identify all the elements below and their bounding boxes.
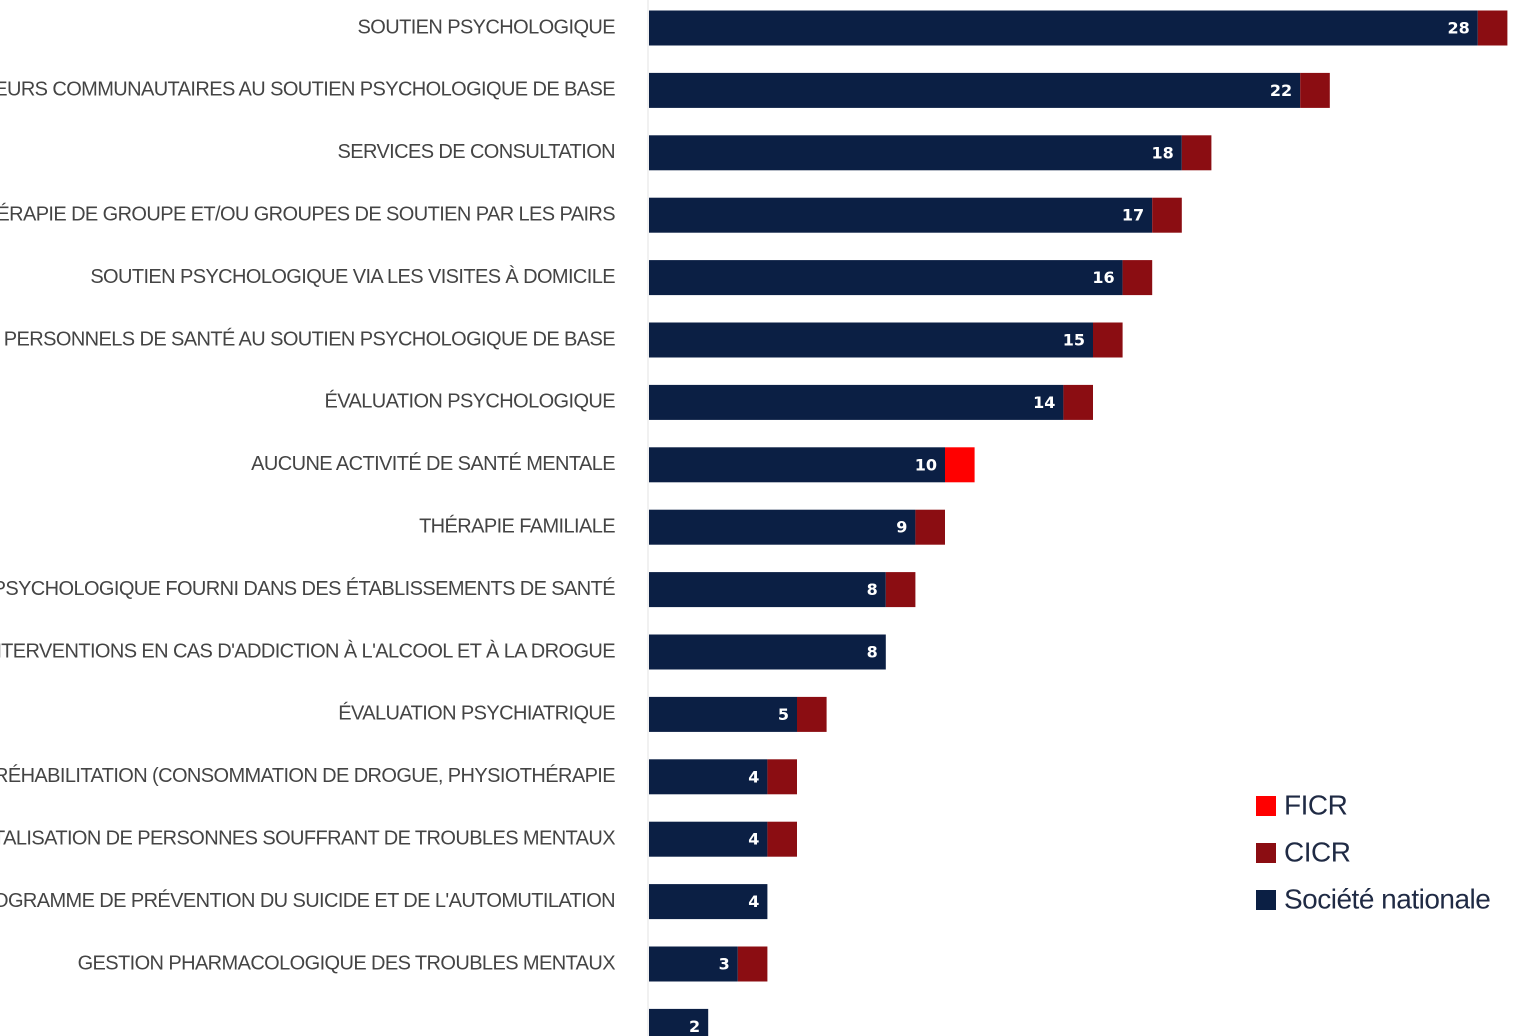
value-label: 5 bbox=[778, 705, 789, 724]
value-label: 4 bbox=[748, 767, 759, 786]
bar-segment bbox=[797, 696, 827, 732]
value-label: 14 bbox=[1033, 393, 1055, 412]
category-label: ÉVALUATION PSYCHOLOGIQUE bbox=[325, 390, 616, 413]
bar-segment bbox=[649, 634, 886, 670]
value-label: 16 bbox=[1092, 268, 1114, 287]
bar-segment bbox=[649, 197, 1153, 233]
category-label: THÉRAPIE FAMILIALE bbox=[419, 514, 615, 537]
category-label: AUCUNE ACTIVITÉ DE SANTÉ MENTALE bbox=[251, 452, 615, 475]
category-label: THÉRAPIE DE GROUPE ET/OU GROUPES DE SOUT… bbox=[0, 202, 615, 225]
value-label: 17 bbox=[1122, 206, 1144, 225]
bar-segment bbox=[649, 572, 886, 608]
bar-segment bbox=[649, 72, 1301, 108]
value-label: 28 bbox=[1448, 19, 1470, 38]
category-label: SERVICES DE CONSULTATION bbox=[337, 141, 615, 163]
category-label: SOUTIEN PSYCHOLOGIQUE VIA LES VISITES À … bbox=[90, 265, 615, 288]
category-label: FORMATION D'ACTEURS COMMUNAUTAIRES AU SO… bbox=[0, 79, 615, 101]
bar-segment bbox=[649, 696, 797, 732]
bar-segment bbox=[649, 260, 1123, 296]
value-label: 22 bbox=[1270, 81, 1292, 100]
bar-segment bbox=[649, 946, 738, 982]
value-label: 10 bbox=[915, 455, 937, 474]
legend-label: FICR bbox=[1284, 789, 1347, 820]
category-label: RÉHABILITATION (CONSOMMATION DE DROGUE, … bbox=[0, 764, 615, 787]
category-label: SOUTIEN PSYCHOLOGIQUE FOURNI DANS DES ÉT… bbox=[0, 577, 615, 600]
bar-segment bbox=[1122, 260, 1153, 296]
bar-segment bbox=[1093, 322, 1123, 358]
bar-segment bbox=[649, 509, 916, 545]
category-label: GESTION PHARMACOLOGIQUE DES TROUBLES MEN… bbox=[78, 952, 616, 974]
value-label: 4 bbox=[748, 830, 759, 849]
bar-segment bbox=[1300, 72, 1330, 108]
bar-segment bbox=[649, 759, 768, 795]
value-label: 8 bbox=[867, 643, 878, 662]
legend-swatch bbox=[1256, 843, 1276, 863]
value-label: 2 bbox=[689, 1017, 700, 1036]
value-labels: 28 22 18 17 16 15 14 10 9 8 8 5 4 4 4 3 2 bbox=[689, 19, 1470, 1036]
bar-segment bbox=[915, 509, 945, 545]
bars-layer bbox=[649, 10, 1508, 1036]
bar-segment bbox=[649, 322, 1093, 358]
value-label: 3 bbox=[719, 955, 730, 974]
bar-segment bbox=[649, 821, 768, 857]
bar-segment bbox=[649, 884, 768, 920]
bar-segment bbox=[1477, 10, 1508, 46]
bar-segment bbox=[649, 447, 945, 483]
bar-segment bbox=[767, 759, 797, 795]
bar-segment bbox=[649, 1008, 709, 1036]
category-label: SOUTIEN PSYCHOLOGIQUE bbox=[358, 16, 616, 38]
legend-swatch bbox=[1256, 890, 1276, 910]
bar-segment bbox=[737, 946, 768, 982]
category-label: FORMATION DE PERSONNELS DE SANTÉ AU SOUT… bbox=[0, 327, 615, 350]
category-label: INTERVENTIONS EN CAS D'ADDICTION À L'ALC… bbox=[0, 639, 615, 662]
bar-segment bbox=[767, 821, 797, 857]
bar-segment bbox=[1063, 384, 1093, 420]
category-labels: SOUTIEN PSYCHOLOGIQUE FORMATION D'ACTEURS… bbox=[0, 16, 616, 974]
value-label: 18 bbox=[1152, 143, 1174, 162]
bar-segment bbox=[649, 384, 1064, 420]
category-label: HOSPITALISATION DE PERSONNES SOUFFRANT D… bbox=[0, 827, 615, 849]
bar-segment bbox=[885, 572, 916, 608]
bar-segment bbox=[649, 135, 1182, 171]
category-label: ÉVALUATION PSYCHIATRIQUE bbox=[338, 702, 615, 725]
bar-segment bbox=[1152, 197, 1182, 233]
category-label: PROGRAMME DE PRÉVENTION DU SUICIDE ET DE… bbox=[0, 889, 615, 912]
legend-label: CICR bbox=[1284, 836, 1350, 867]
bar-segment bbox=[1181, 135, 1212, 171]
value-label: 8 bbox=[867, 580, 878, 599]
legend-label: Société nationale bbox=[1284, 883, 1490, 914]
value-label: 4 bbox=[748, 892, 759, 911]
value-label: 9 bbox=[896, 518, 907, 537]
bar-segment bbox=[649, 10, 1478, 46]
legend-swatch bbox=[1256, 796, 1276, 816]
legend: FICR CICR Société nationale bbox=[1256, 789, 1491, 914]
value-label: 15 bbox=[1063, 331, 1085, 350]
bar-segment bbox=[945, 447, 975, 483]
